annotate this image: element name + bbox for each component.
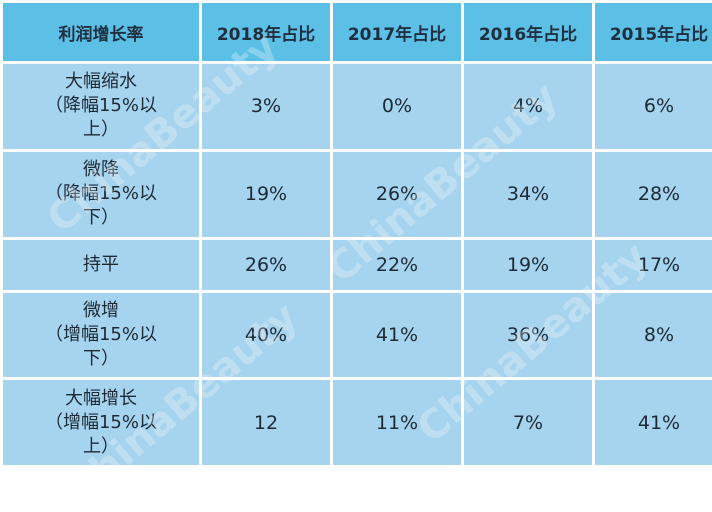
table-row: 大幅增长 （增幅15%以 上） 12 11% 7% 41%	[3, 380, 712, 465]
row-label-slight-increase: 微增 （增幅15%以 下）	[3, 292, 199, 378]
header-profit-growth-rate: 利润增长率	[3, 3, 199, 61]
cell-value: 3%	[202, 64, 330, 149]
table-row: 微降 （降幅15%以 下） 19% 26% 34% 28%	[3, 151, 712, 237]
profit-growth-table: 利润增长率 2018年占比 2017年占比 2016年占比 2015年占比 大幅…	[3, 3, 712, 465]
cell-value: 4%	[464, 64, 592, 149]
cell-value: 8%	[595, 292, 712, 378]
row-label-slight-decline: 微降 （降幅15%以 下）	[3, 151, 199, 237]
table-row: 微增 （增幅15%以 下） 40% 41% 36% 8%	[3, 292, 712, 378]
cell-value: 41%	[333, 292, 461, 378]
cell-value: 0%	[333, 64, 461, 149]
header-2017-share: 2017年占比	[333, 3, 461, 61]
header-2016-share: 2016年占比	[464, 3, 592, 61]
cell-value: 12	[202, 380, 330, 465]
row-label-sharp-decline: 大幅缩水 （降幅15%以 上）	[3, 64, 199, 149]
cell-value: 41%	[595, 380, 712, 465]
row-label-flat: 持平	[3, 239, 199, 290]
cell-value: 36%	[464, 292, 592, 378]
cell-value: 6%	[595, 64, 712, 149]
cell-value: 28%	[595, 151, 712, 237]
table-row: 大幅缩水 （降幅15%以 上） 3% 0% 4% 6%	[3, 64, 712, 149]
cell-value: 17%	[595, 239, 712, 290]
cell-value: 11%	[333, 380, 461, 465]
profit-growth-table-container: 利润增长率 2018年占比 2017年占比 2016年占比 2015年占比 大幅…	[3, 3, 712, 465]
cell-value: 26%	[333, 151, 461, 237]
header-2018-share: 2018年占比	[202, 3, 330, 61]
cell-value: 26%	[202, 239, 330, 290]
cell-value: 22%	[333, 239, 461, 290]
row-label-sharp-increase: 大幅增长 （增幅15%以 上）	[3, 380, 199, 465]
cell-value: 19%	[464, 239, 592, 290]
cell-value: 40%	[202, 292, 330, 378]
table-row: 持平 26% 22% 19% 17%	[3, 239, 712, 290]
cell-value: 7%	[464, 380, 592, 465]
cell-value: 19%	[202, 151, 330, 237]
table-header-row: 利润增长率 2018年占比 2017年占比 2016年占比 2015年占比	[3, 3, 712, 61]
header-2015-share: 2015年占比	[595, 3, 712, 61]
cell-value: 34%	[464, 151, 592, 237]
